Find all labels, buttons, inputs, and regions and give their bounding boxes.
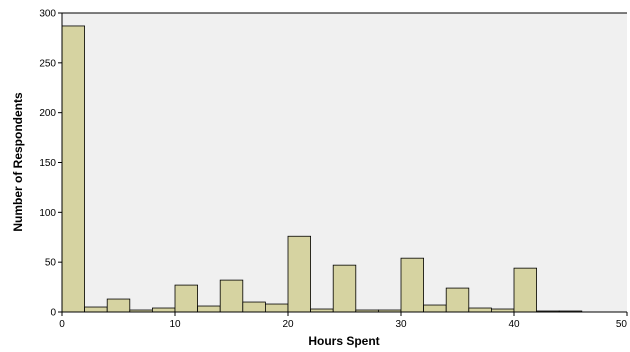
y-tick-label-50: 50 <box>45 258 57 269</box>
plot-background <box>62 13 627 312</box>
x-axis-title: Hours Spent <box>308 334 379 348</box>
histogram-bar-20 <box>513 267 538 313</box>
x-tick-label-50: 50 <box>616 319 628 330</box>
histogram-bar-5 <box>174 284 199 313</box>
histogram-bar-1 <box>84 306 108 313</box>
x-tick-label-40: 40 <box>508 319 520 330</box>
histogram-bar-7 <box>219 279 244 313</box>
x-axis-ticks: 0 10 20 30 40 50 <box>59 312 628 330</box>
y-tick-label-150: 150 <box>39 158 56 169</box>
y-axis-ticks: 0 50 100 150 200 250 300 <box>39 9 62 319</box>
histogram-bar-2 <box>106 298 131 313</box>
y-axis-title: Number of Respondents <box>11 92 25 232</box>
histogram-bar-17 <box>445 287 470 313</box>
y-tick-label-0: 0 <box>50 308 56 319</box>
y-tick-label-100: 100 <box>39 208 56 219</box>
histogram-bar-4 <box>151 307 176 313</box>
x-tick-label-10: 10 <box>169 319 181 330</box>
histogram-bar-15 <box>400 257 425 313</box>
histogram-bar-12 <box>332 264 357 313</box>
y-tick-label-200: 200 <box>39 108 56 119</box>
histogram-bar-9 <box>264 303 289 313</box>
y-tick-label-250: 250 <box>39 58 56 69</box>
histogram-bar-6 <box>197 305 221 313</box>
histogram-bar-16 <box>423 304 447 313</box>
histogram-bar-0 <box>61 25 86 313</box>
x-tick-label-0: 0 <box>59 319 65 330</box>
y-tick-label-300: 300 <box>39 9 56 20</box>
histogram-bar-18 <box>468 307 492 313</box>
bars-group <box>61 25 583 313</box>
histogram-bar-8 <box>242 301 266 313</box>
histogram-bar-10 <box>287 235 312 313</box>
x-tick-label-30: 30 <box>395 319 407 330</box>
x-tick-label-20: 20 <box>282 319 294 330</box>
